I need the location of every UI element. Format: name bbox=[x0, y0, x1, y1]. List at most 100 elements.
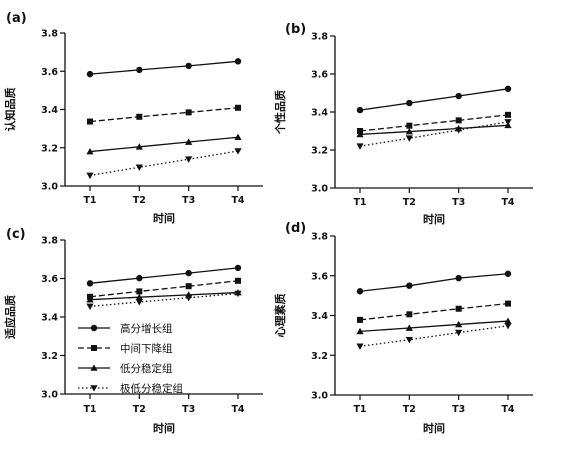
x-tick-label: T3 bbox=[452, 197, 465, 208]
data-point bbox=[135, 299, 143, 306]
series-line-1 bbox=[89, 267, 239, 284]
panel-label: (c) bbox=[6, 227, 26, 242]
data-point bbox=[505, 111, 511, 118]
data-point bbox=[86, 296, 94, 303]
data-point bbox=[406, 282, 413, 289]
y-axis-label: 适应品质 bbox=[3, 295, 17, 339]
data-point bbox=[405, 127, 413, 135]
x-tick-label: T4 bbox=[231, 404, 244, 415]
panel-label: (a) bbox=[6, 11, 27, 26]
data-point bbox=[406, 99, 413, 107]
legend-marker bbox=[90, 385, 98, 392]
x-tick-label: T4 bbox=[231, 195, 244, 206]
legend-label: 低分稳定组 bbox=[120, 362, 173, 375]
data-point bbox=[86, 172, 94, 180]
data-point bbox=[356, 343, 364, 350]
y-tick-label: 3.6 bbox=[311, 271, 328, 282]
y-tick-label: 3.2 bbox=[311, 351, 328, 362]
data-point bbox=[87, 118, 93, 125]
y-axis-label: 认知品质 bbox=[3, 88, 17, 132]
series-line-4 bbox=[89, 292, 239, 308]
data-point bbox=[455, 320, 463, 328]
data-point bbox=[185, 269, 192, 277]
x-tick-label: T2 bbox=[133, 195, 146, 206]
panel-b: (b) 3.0 3.2 3.4 3.6 3.8 T1 T2 T3 T4 时间 个性品质 bbox=[273, 22, 533, 226]
legend-marker bbox=[90, 324, 98, 332]
data-point bbox=[234, 133, 242, 141]
data-point bbox=[136, 66, 143, 74]
x-tick-label: T3 bbox=[182, 404, 195, 415]
data-point bbox=[357, 316, 363, 323]
data-point bbox=[455, 92, 462, 100]
y-tick-label: 3.6 bbox=[41, 274, 58, 285]
legend-label: 高分增长组 bbox=[120, 322, 173, 335]
y-tick-label: 3.8 bbox=[311, 32, 328, 43]
panel-label: (d) bbox=[285, 221, 306, 236]
panel-c: (c) 3.0 3.2 3.4 3.6 3.8 T1 T2 T3 T4 时间 适应品质 bbox=[3, 227, 263, 435]
data-point bbox=[135, 293, 143, 300]
series-line-2 bbox=[89, 107, 239, 123]
data-point bbox=[135, 143, 143, 150]
data-point bbox=[136, 113, 143, 120]
data-point bbox=[185, 156, 193, 163]
y-tick-label: 3.4 bbox=[41, 105, 58, 116]
data-point bbox=[356, 106, 364, 114]
x-tick-label: T1 bbox=[353, 197, 366, 208]
x-tick-label: T4 bbox=[501, 404, 514, 415]
panel-label: (b) bbox=[285, 22, 306, 37]
data-point bbox=[356, 327, 364, 335]
x-tick-label: T1 bbox=[83, 404, 96, 415]
y-tick-label: 3.4 bbox=[311, 311, 328, 322]
data-point bbox=[234, 290, 242, 298]
series-line-3 bbox=[89, 291, 239, 301]
series-line-2 bbox=[359, 114, 509, 132]
data-point bbox=[86, 303, 94, 311]
x-axis-label: 时间 bbox=[153, 211, 175, 225]
y-tick-label: 3.8 bbox=[41, 29, 58, 40]
data-point bbox=[504, 119, 512, 126]
panel-a: (a) 3.0 3.2 3.4 3.6 3.8 T1 T2 T3 T4 时间 认知品质 bbox=[3, 11, 263, 225]
legend-marker bbox=[91, 345, 97, 351]
data-point bbox=[455, 305, 462, 312]
data-point bbox=[455, 127, 463, 134]
x-tick-label: T3 bbox=[182, 195, 195, 206]
legend-label: 极低分稳定组 bbox=[120, 382, 183, 395]
data-point bbox=[86, 280, 94, 287]
y-tick-label: 3.8 bbox=[41, 236, 58, 247]
data-point bbox=[504, 323, 512, 330]
data-point bbox=[235, 104, 241, 111]
x-tick-label: T1 bbox=[353, 404, 366, 415]
data-point bbox=[136, 274, 143, 282]
data-point bbox=[406, 311, 413, 318]
data-point bbox=[455, 329, 463, 337]
y-axis-label: 个性品质 bbox=[273, 90, 287, 135]
data-point bbox=[356, 130, 364, 138]
series-line-2 bbox=[359, 302, 509, 321]
series-line-1 bbox=[89, 60, 239, 75]
x-tick-label: T3 bbox=[452, 404, 465, 415]
y-tick-label: 3.2 bbox=[41, 143, 58, 154]
data-point bbox=[405, 324, 413, 331]
x-axis-label: 时间 bbox=[153, 421, 175, 435]
y-tick-label: 3.6 bbox=[41, 67, 58, 78]
data-point bbox=[234, 58, 242, 65]
data-point bbox=[405, 135, 413, 142]
data-point bbox=[455, 117, 462, 124]
data-point bbox=[505, 300, 511, 307]
data-point bbox=[234, 264, 242, 272]
data-point bbox=[504, 317, 512, 324]
series-line-3 bbox=[359, 124, 509, 136]
x-axis-label: 时间 bbox=[423, 212, 445, 226]
x-tick-label: T4 bbox=[501, 197, 514, 208]
y-axis-label: 心理素质 bbox=[273, 294, 287, 338]
series-line-1 bbox=[359, 88, 509, 111]
data-point bbox=[136, 288, 143, 295]
series-line-2 bbox=[89, 280, 239, 298]
data-point bbox=[406, 122, 413, 129]
data-point bbox=[185, 138, 193, 145]
data-point bbox=[185, 62, 192, 70]
data-point bbox=[185, 283, 192, 290]
x-tick-label: T1 bbox=[83, 195, 96, 206]
x-tick-label: T2 bbox=[133, 404, 146, 415]
